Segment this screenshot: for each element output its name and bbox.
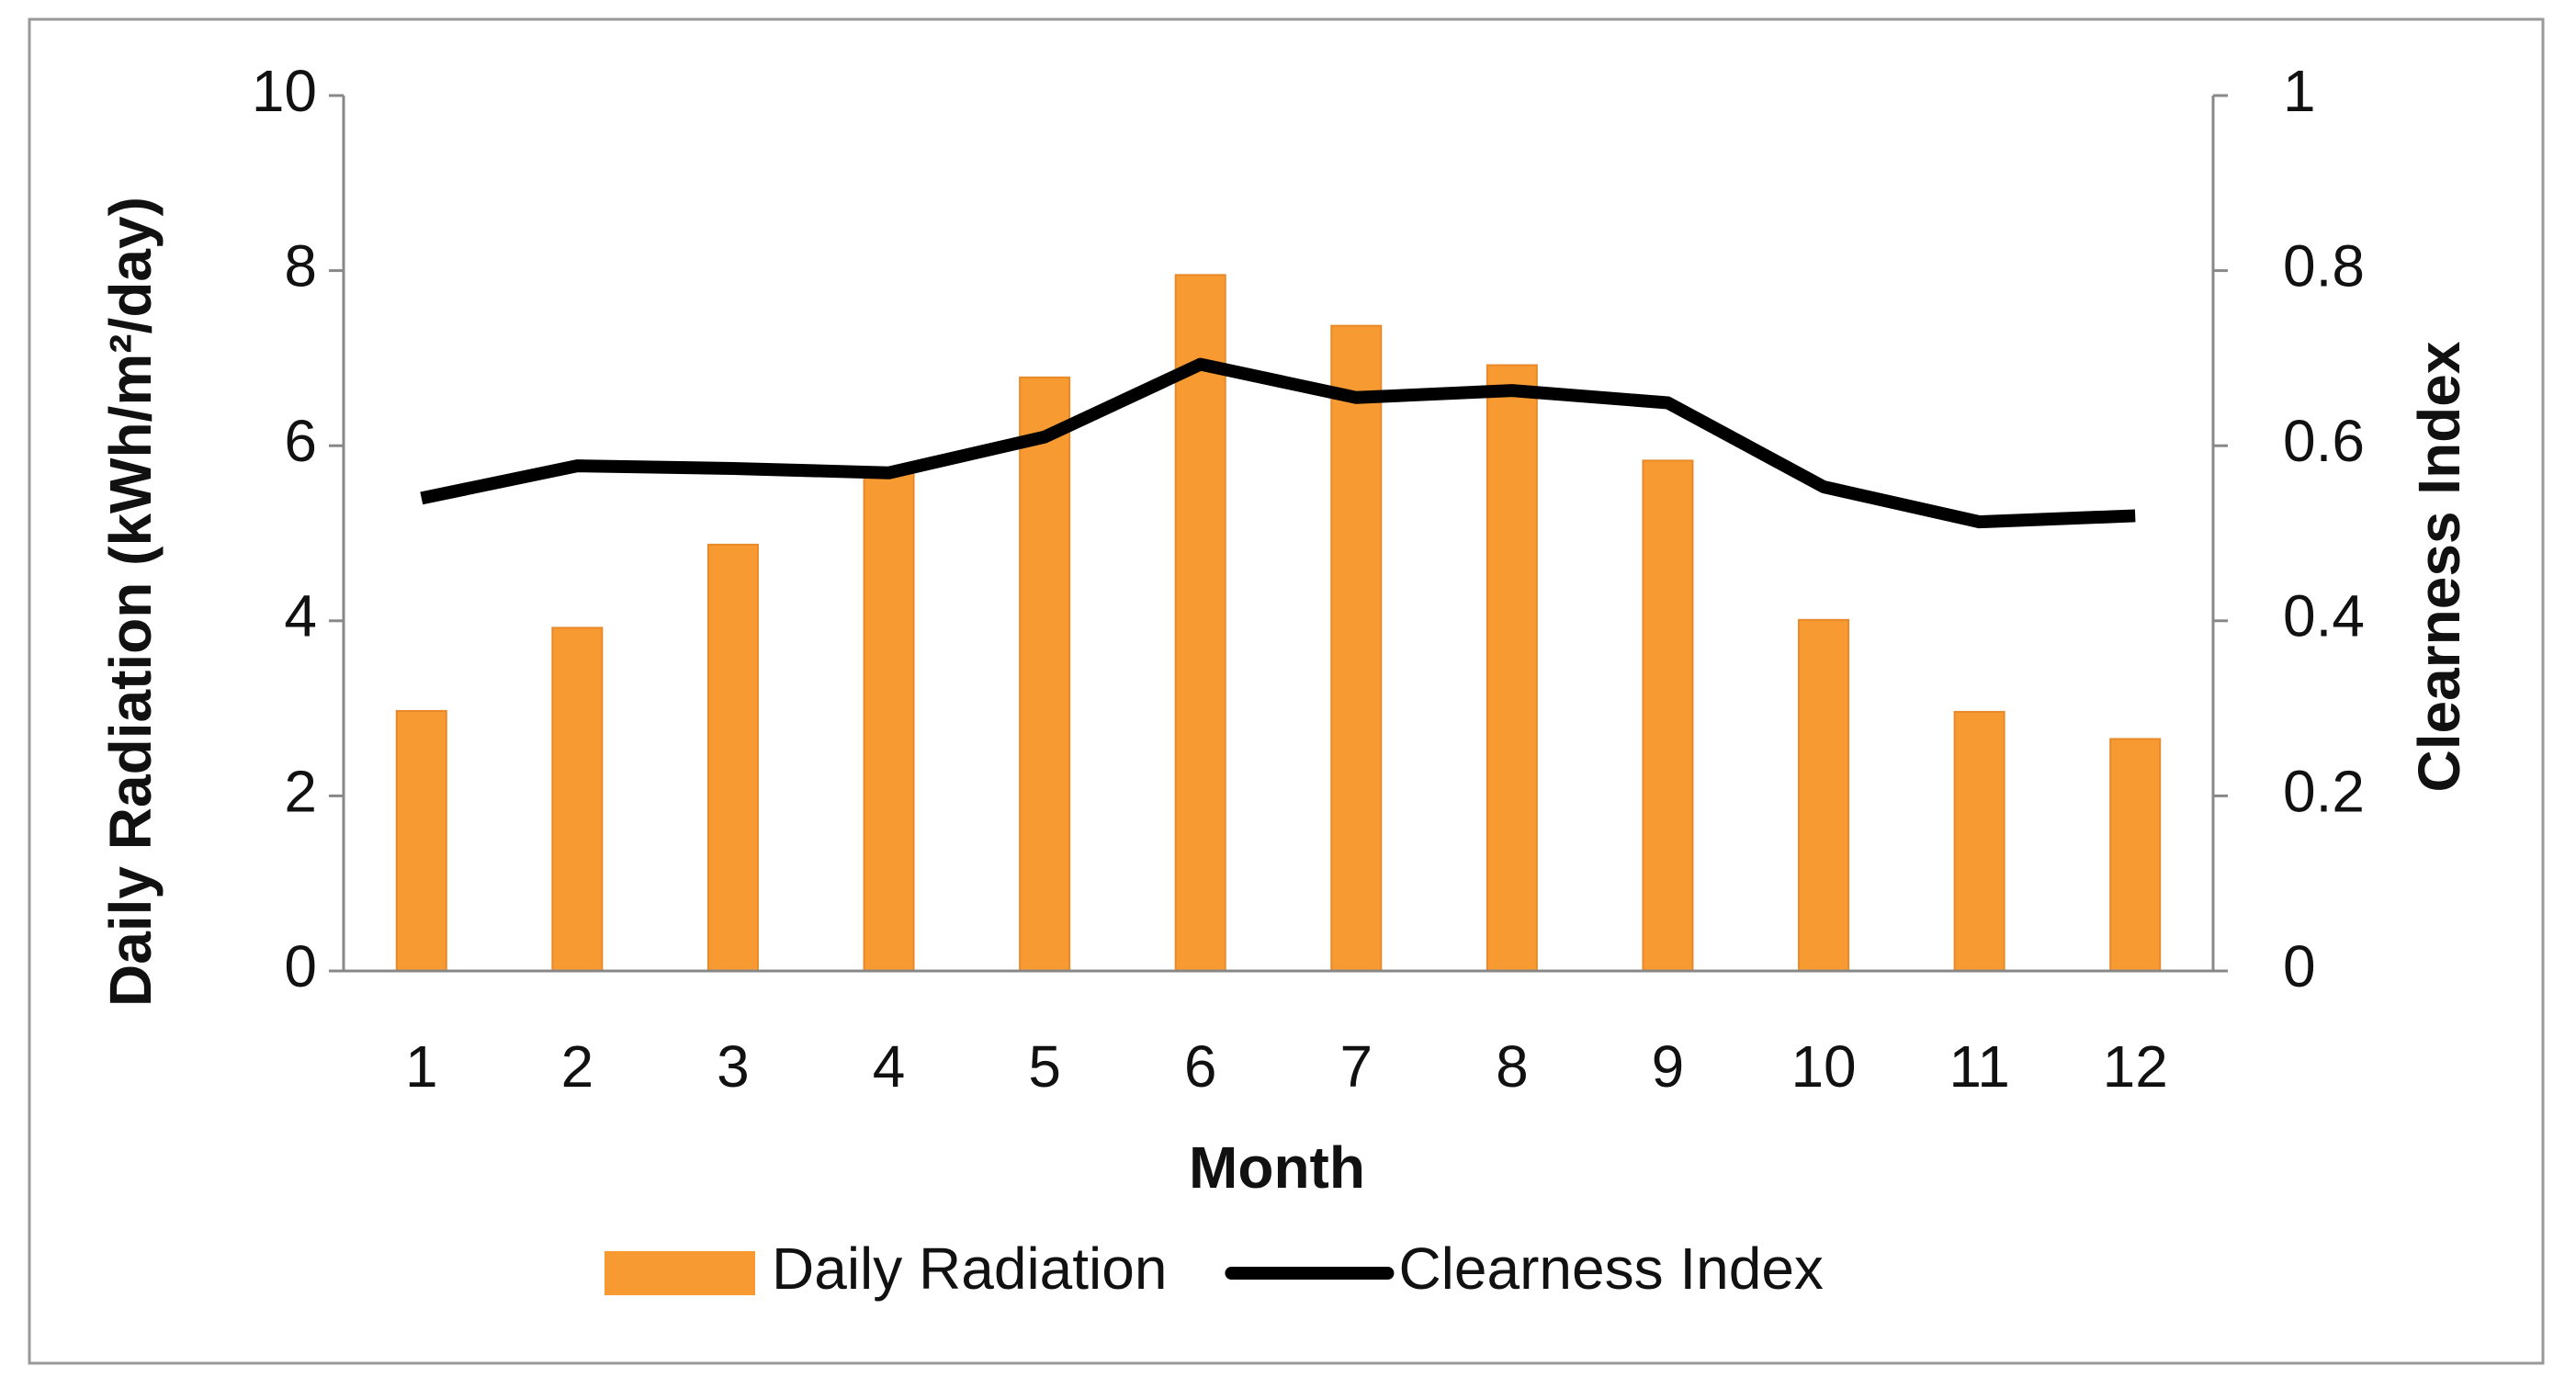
bar: [2109, 738, 2162, 973]
y-tick-label: 2: [284, 758, 317, 824]
chart-frame: [28, 17, 2545, 1365]
legend-swatch: [604, 1251, 755, 1295]
bar: [1798, 618, 1850, 972]
bar: [1642, 459, 1694, 972]
y2-tick-label: 0: [2283, 933, 2316, 999]
y-axis-title: Daily Radiation (kWh/m²/day): [97, 197, 164, 1007]
y-tick-label: 10: [252, 58, 317, 124]
y2-tick-label: 0.8: [2283, 233, 2365, 299]
y2-tick-label: 1: [2283, 58, 2316, 124]
x-tick-label: 4: [873, 1033, 906, 1100]
y-tick-label: 4: [284, 583, 317, 649]
y-tick-label: 8: [284, 233, 317, 299]
x-tick-label: 10: [1791, 1033, 1856, 1100]
bar: [1174, 274, 1226, 972]
x-tick-label: 11: [1949, 1033, 2009, 1100]
bar: [395, 709, 447, 972]
y-tick-label: 0: [284, 933, 317, 999]
x-tick-label: 7: [1339, 1033, 1373, 1100]
bar: [1330, 324, 1383, 973]
line: [420, 357, 2136, 529]
bar: [706, 543, 759, 972]
y2-tick-label: 0.4: [2283, 583, 2365, 649]
x-tick-label: 1: [405, 1033, 438, 1100]
x-tick-label: 5: [1028, 1033, 1061, 1100]
legend-label: Daily Radiation: [772, 1236, 1167, 1302]
y2-tick-label: 0.6: [2283, 408, 2365, 474]
x-tick-label: 12: [2103, 1033, 2168, 1100]
bar: [1486, 364, 1538, 972]
bar: [1019, 376, 1071, 972]
x-tick-label: 6: [1184, 1033, 1217, 1100]
y-tick-label: 6: [284, 408, 317, 474]
x-tick-label: 3: [717, 1033, 750, 1100]
legend-label: Clearness Index: [1398, 1236, 1823, 1302]
x-tick-label: 2: [561, 1033, 594, 1100]
bar: [863, 470, 915, 972]
x-tick-label: 8: [1496, 1033, 1529, 1100]
x-axis-title: Month: [1189, 1134, 1365, 1201]
bar: [1953, 710, 2005, 972]
y2-axis-title: Clearness Index: [2406, 341, 2472, 792]
y2-tick-label: 0.2: [2283, 758, 2365, 824]
x-tick-label: 9: [1652, 1033, 1685, 1100]
bar: [551, 626, 604, 972]
